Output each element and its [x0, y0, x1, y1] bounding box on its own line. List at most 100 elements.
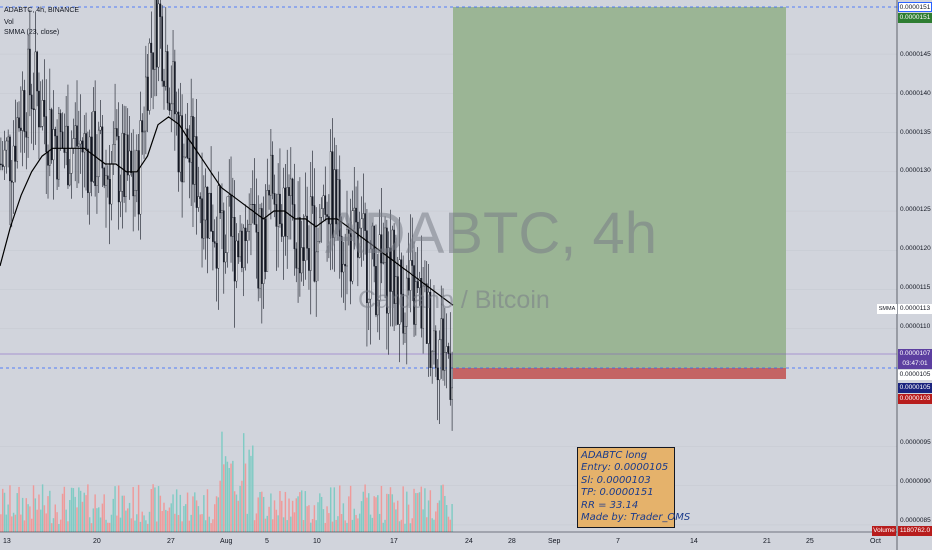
candle-body [30, 94, 33, 109]
candle-body [193, 136, 196, 185]
candle-body [291, 178, 294, 205]
candle-body [99, 126, 102, 131]
candle-body [36, 51, 38, 92]
legend-vol[interactable]: Vol [4, 19, 14, 26]
candle-body [335, 169, 337, 225]
candle-body [393, 229, 395, 304]
volume-bar [156, 521, 158, 532]
candle-body [436, 367, 439, 381]
volume-bar [128, 502, 131, 532]
volume-bar [110, 514, 113, 532]
volume-bar [237, 500, 240, 532]
volume-bar [159, 495, 162, 532]
volume-bar [402, 486, 404, 532]
candle-body [445, 346, 448, 353]
volume-bar [297, 496, 299, 532]
legend-smma[interactable]: SMMA (23, close) [4, 29, 60, 36]
volume-bar [429, 490, 432, 532]
candle-body [246, 231, 249, 241]
volume-bar [358, 513, 361, 532]
candle-body [9, 136, 11, 182]
entry-label: 0.0000105 [898, 370, 932, 380]
volume-bar [139, 521, 142, 532]
volume-bar [161, 510, 163, 532]
candle-body [413, 265, 415, 325]
volume-bar [5, 514, 8, 532]
legend-symbol[interactable]: ADABTC, 4h, BINANCE [4, 7, 80, 14]
volume-bar [386, 493, 388, 532]
candle-body [429, 291, 432, 368]
volume-bar [391, 494, 394, 532]
candle-body [177, 111, 180, 173]
volume-bar [208, 516, 211, 532]
volume-bar [427, 500, 430, 532]
volume-bar [143, 515, 145, 532]
volume-bar [404, 523, 406, 532]
volume-bar [264, 518, 267, 532]
candle-body [375, 266, 377, 316]
candle-body [150, 42, 153, 53]
candle-body [1, 164, 4, 167]
candle-body [12, 145, 15, 183]
candle-body [416, 281, 419, 289]
volume-bar [304, 491, 307, 532]
volume-bar [65, 509, 67, 532]
volume-bar [188, 520, 191, 532]
candle-body [67, 125, 69, 186]
volume-bar [61, 493, 64, 532]
watermark-subtitle: Cardano / Bitcoin [358, 286, 550, 314]
volume-bar [397, 500, 399, 532]
candle-body [72, 138, 75, 149]
candle-body [347, 229, 350, 234]
candle-body [5, 140, 8, 151]
volume-bar [92, 508, 95, 532]
candle-body [108, 179, 111, 205]
trade-note[interactable]: ADABTC long Entry: 0.0000105 Sl: 0.00001… [577, 447, 690, 528]
candle-body [233, 217, 236, 282]
volume-bar [344, 520, 346, 532]
volume-bar [320, 496, 323, 532]
candle-body [367, 298, 370, 304]
volume-bar [76, 507, 78, 532]
volume-bar [121, 495, 124, 532]
candle-body [266, 190, 269, 272]
candle-body [427, 291, 430, 344]
volume-bar [34, 498, 37, 532]
volume-bar [81, 501, 84, 532]
loss-zone[interactable] [453, 368, 786, 379]
volume-bar [395, 509, 397, 532]
candle-body [340, 235, 343, 273]
y-tick: 0.0000125 [900, 206, 931, 213]
volume-bar [72, 488, 75, 532]
volume-bar [337, 516, 339, 532]
profit-zone[interactable] [453, 7, 786, 368]
candle-body [396, 276, 399, 325]
volume-bar [440, 485, 442, 532]
x-tick: 5 [265, 538, 269, 545]
candle-body [407, 277, 410, 291]
volume-bar [351, 519, 354, 532]
volume-bar [148, 511, 151, 532]
volume-bar [224, 456, 227, 532]
x-tick: Aug [220, 538, 233, 545]
volume-bar [41, 484, 44, 532]
volume-bar [103, 494, 105, 532]
volume-bar [373, 496, 375, 532]
candle-body [387, 247, 390, 314]
candle-body [259, 208, 261, 289]
volume-bar [78, 487, 80, 532]
x-tick: 17 [390, 538, 398, 545]
volume-bar [99, 517, 102, 532]
candle-body [56, 135, 58, 180]
candle-body [159, 3, 162, 17]
volume-bar [277, 515, 279, 532]
volume-bar [310, 522, 312, 532]
candle-body [425, 283, 428, 344]
candle-body [280, 223, 283, 237]
volume-bar [250, 455, 252, 532]
candle-body [337, 179, 339, 225]
volume-bar [210, 523, 212, 532]
candle-body [32, 108, 35, 110]
volume-bar [239, 485, 241, 532]
